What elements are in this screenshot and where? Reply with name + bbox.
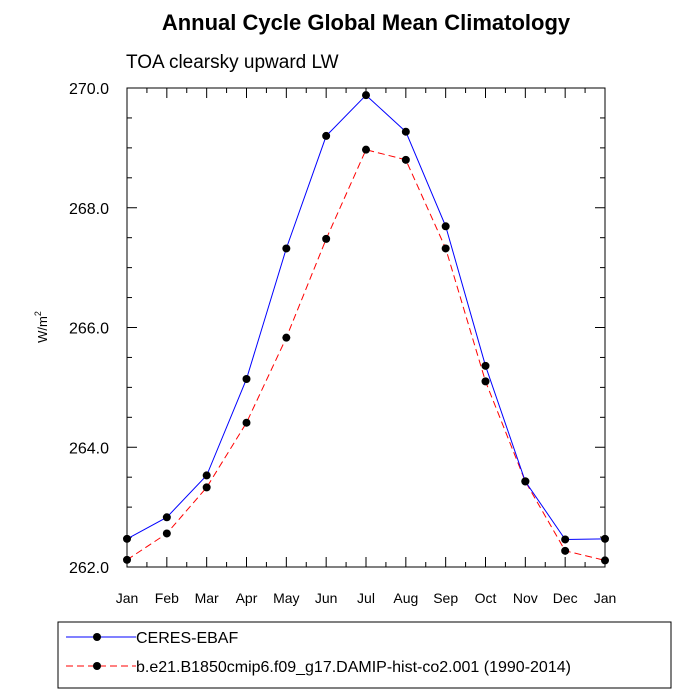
data-point-series-1 [282, 333, 291, 342]
x-tick-label: Aug [393, 590, 418, 606]
data-point-series-1 [481, 377, 490, 386]
data-point-series-1 [162, 529, 171, 538]
data-point-series-1 [561, 546, 570, 555]
y-tick-label: 266.0 [69, 321, 109, 338]
x-tick-label: May [273, 590, 299, 606]
data-point-series-1 [242, 418, 251, 427]
series-line-1 [126, 149, 606, 561]
x-tick-label: Jun [315, 590, 338, 606]
data-point-series-0 [362, 91, 370, 100]
data-point-series-0 [441, 222, 450, 231]
x-tick-label: Oct [475, 590, 497, 606]
y-tick-label: 264.0 [69, 440, 109, 457]
x-tick-label: Dec [553, 590, 578, 606]
data-point-series-0 [242, 374, 251, 383]
x-tick-label: Jan [594, 590, 617, 606]
x-tick-label: Nov [513, 590, 538, 606]
data-point-series-0 [322, 131, 331, 140]
data-point-series-0 [123, 534, 131, 543]
data-point-series-0 [162, 513, 171, 522]
data-point-series-1 [362, 145, 370, 154]
y-axis-title: W/m2 [33, 311, 50, 343]
legend-marker-ceres [93, 633, 101, 641]
x-tick-label: Mar [195, 590, 219, 606]
data-point-series-1 [202, 483, 211, 492]
series-line-0 [126, 94, 606, 541]
data-point-series-0 [601, 534, 609, 543]
data-point-series-0 [481, 361, 490, 370]
x-tick-label: Apr [236, 590, 258, 606]
legend-marker-model [93, 662, 101, 670]
legend-label-model: b.e21.B1850cmip6.f09_g17.DAMIP-hist-co2.… [136, 659, 571, 676]
data-point-series-1 [322, 234, 331, 243]
data-point-series-0 [202, 471, 211, 480]
chart-subtitle: TOA clearsky upward LW [126, 52, 339, 73]
data-point-series-0 [561, 535, 570, 544]
data-point-series-1 [441, 244, 450, 253]
y-tick-label: 270.0 [69, 81, 109, 98]
x-tick-label: Jul [357, 590, 375, 606]
y-axis-title-text: W/m [35, 316, 50, 343]
x-tick-label: Feb [155, 590, 179, 606]
y-tick-label: 262.0 [69, 560, 109, 577]
legend-box [57, 621, 672, 689]
data-point-series-1 [123, 555, 131, 564]
data-point-series-0 [401, 127, 410, 136]
svg-text:W/m2: W/m2 [33, 311, 50, 343]
chart-title: Annual Cycle Global Mean Climatology [162, 10, 571, 35]
legend: CERES-EBAF b.e21.B1850cmip6.f09_g17.DAMI… [57, 621, 672, 689]
y-axis-title-superscript: 2 [33, 311, 43, 316]
x-tick-label: Jan [116, 590, 139, 606]
data-point-series-0 [282, 244, 291, 253]
data-point-series-1 [401, 155, 410, 164]
y-tick-label: 268.0 [69, 201, 109, 218]
plot-area: Jan Feb Mar Apr May Jun Jul Aug Sep Oct Nov Dec Jan 2… [69, 81, 616, 606]
legend-label-ceres: CERES-EBAF [136, 630, 238, 647]
x-tick-label: Sep [433, 590, 458, 606]
data-point-series-0 [521, 477, 530, 486]
data-point-series-1 [601, 556, 609, 565]
